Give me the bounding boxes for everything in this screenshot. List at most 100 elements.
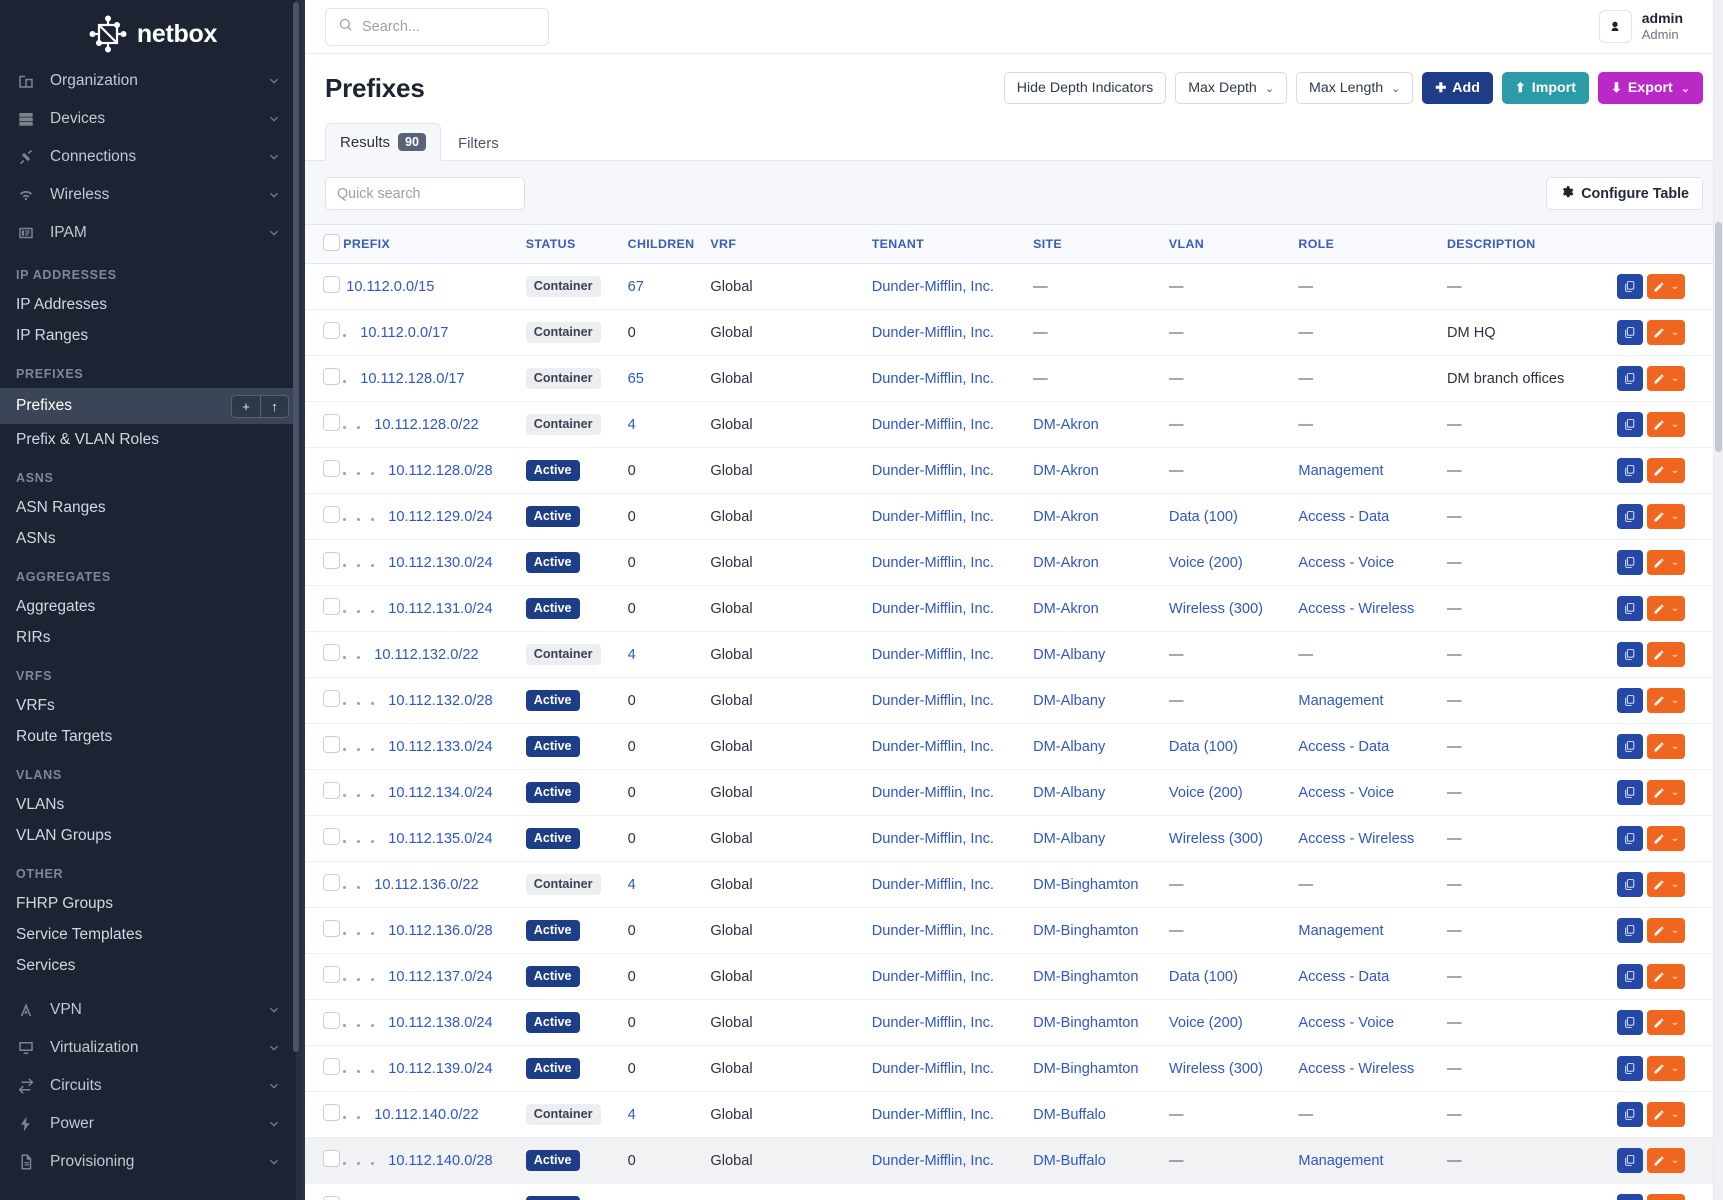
site-link[interactable]: DM-Buffalo <box>1033 1152 1106 1169</box>
children-count-link[interactable]: 4 <box>627 646 636 663</box>
column-header-role[interactable]: Role <box>1298 224 1447 264</box>
edit-button[interactable]: ⌄ <box>1646 688 1686 713</box>
site-link[interactable]: DM-Binghamton <box>1033 1060 1139 1077</box>
prefix-link[interactable]: 10.112.128.0/17 <box>360 370 465 387</box>
user-menu[interactable]: admin Admin <box>1598 10 1683 43</box>
site-link[interactable]: DM-Akron <box>1033 416 1099 433</box>
site-link[interactable]: DM-Binghamton <box>1033 1014 1139 1031</box>
tenant-link[interactable]: Dunder-Mifflin, Inc. <box>871 600 994 617</box>
tenant-link[interactable]: Dunder-Mifflin, Inc. <box>871 830 994 847</box>
clone-icon[interactable] <box>1616 458 1643 483</box>
chevron-down-icon[interactable]: ⌄ <box>1670 649 1680 660</box>
edit-button[interactable]: ⌄ <box>1646 458 1686 483</box>
clone-icon[interactable] <box>1616 642 1643 667</box>
column-header-tenant[interactable]: Tenant <box>871 224 1034 264</box>
edit-button[interactable]: ⌄ <box>1646 734 1686 759</box>
role-link[interactable]: Access - Data <box>1298 508 1390 525</box>
prefix-link[interactable]: 10.112.138.0/24 <box>388 1014 493 1031</box>
chevron-down-icon[interactable]: ⌄ <box>1670 465 1680 476</box>
table-row[interactable]: 10.112.128.0/28 Active 0 Global Dunder-Miffl… <box>305 447 1723 494</box>
role-link[interactable]: Access - Voice <box>1298 554 1395 571</box>
row-checkbox[interactable] <box>323 1196 340 1200</box>
role-link[interactable]: Access - Voice <box>1298 1014 1395 1031</box>
role-link[interactable]: Access - Wireless <box>1298 830 1415 847</box>
row-checkbox[interactable] <box>323 460 340 477</box>
table-row[interactable]: 10.112.0.0/15 Container 67 Global Dunder-Mif… <box>305 263 1723 310</box>
clone-icon[interactable] <box>1616 320 1643 345</box>
row-checkbox[interactable] <box>323 598 340 615</box>
site-link[interactable]: DM-Albany <box>1033 738 1106 755</box>
tenant-link[interactable]: Dunder-Mifflin, Inc. <box>871 370 994 387</box>
configure-table-button[interactable]: Configure Table <box>1546 177 1703 210</box>
column-header-prefix[interactable]: Prefix <box>343 224 526 264</box>
children-count-link[interactable]: 4 <box>627 876 636 893</box>
edit-button[interactable]: ⌄ <box>1646 412 1686 437</box>
edit-button[interactable]: ⌄ <box>1646 964 1686 989</box>
edit-button[interactable]: ⌄ <box>1646 1056 1686 1081</box>
add-prefix-button[interactable]: + <box>231 394 260 418</box>
add-button[interactable]: ✚ Add <box>1422 72 1493 104</box>
clone-icon[interactable] <box>1616 872 1643 897</box>
brand[interactable]: netbox <box>0 0 305 62</box>
role-link[interactable]: Access - Wireless <box>1298 1060 1415 1077</box>
column-header-status[interactable]: Status <box>525 224 628 264</box>
table-row[interactable]: 10.112.130.0/24 Active 0 Global Dunder-Miffl… <box>305 539 1723 586</box>
table-row[interactable]: 10.112.128.0/17 Container 65 Global Dunder-M… <box>305 355 1723 402</box>
prefix-link[interactable]: 10.112.140.0/28 <box>388 1152 493 1169</box>
clone-icon[interactable] <box>1616 734 1643 759</box>
table-row[interactable]: 10.112.137.0/24 Active 0 Global Dunder-Miffl… <box>305 953 1723 1000</box>
sidebar-item-ip-addresses[interactable]: IP Addresses <box>0 289 305 320</box>
vlan-link[interactable]: Voice (200) <box>1168 784 1243 801</box>
sidebar-item-fhrp-groups[interactable]: FHRP Groups <box>0 888 305 919</box>
clone-icon[interactable] <box>1616 1010 1643 1035</box>
role-link[interactable]: Management <box>1298 922 1384 939</box>
chevron-down-icon[interactable]: ⌄ <box>1670 925 1680 936</box>
sidebar-item-route-targets[interactable]: Route Targets <box>0 721 305 752</box>
sidebar-item-prefix-vlan-roles[interactable]: Prefix & VLAN Roles <box>0 424 305 455</box>
tenant-link[interactable]: Dunder-Mifflin, Inc. <box>871 554 994 571</box>
select-all-checkbox[interactable] <box>323 234 340 251</box>
chevron-down-icon[interactable]: ⌄ <box>1670 419 1680 430</box>
prefix-link[interactable]: 10.112.129.0/24 <box>388 508 493 525</box>
table-row[interactable]: 10.112.134.0/24 Active 0 Global Dunder-Miffl… <box>305 769 1723 816</box>
sidebar-group-ipam[interactable]: IPAM <box>0 214 305 252</box>
chevron-down-icon[interactable]: ⌄ <box>1670 695 1680 706</box>
prefix-link[interactable]: 10.112.137.0/24 <box>388 968 493 985</box>
row-checkbox[interactable] <box>323 1104 340 1121</box>
chevron-down-icon[interactable]: ⌄ <box>1670 603 1680 614</box>
site-link[interactable]: DM-Buffalo <box>1033 1106 1106 1123</box>
clone-icon[interactable] <box>1616 274 1643 299</box>
row-checkbox[interactable] <box>323 690 340 707</box>
prefix-link[interactable]: 10.112.130.0/24 <box>388 554 493 571</box>
prefix-link[interactable]: 10.112.0.0/17 <box>360 324 449 341</box>
chevron-down-icon[interactable]: ⌄ <box>1670 1063 1680 1074</box>
chevron-down-icon[interactable]: ⌄ <box>1670 787 1680 798</box>
prefix-link[interactable]: 10.112.139.0/24 <box>388 1060 493 1077</box>
sidebar-item-ip-ranges[interactable]: IP Ranges <box>0 320 305 351</box>
row-checkbox[interactable] <box>323 1012 340 1029</box>
clone-icon[interactable] <box>1616 366 1643 391</box>
edit-button[interactable]: ⌄ <box>1646 320 1686 345</box>
prefix-link[interactable]: 10.112.140.0/22 <box>374 1106 479 1123</box>
tenant-link[interactable]: Dunder-Mifflin, Inc. <box>871 784 994 801</box>
vlan-link[interactable]: Data (100) <box>1168 738 1238 755</box>
prefix-link[interactable]: 10.112.128.0/22 <box>374 416 479 433</box>
site-link[interactable]: DM-Akron <box>1033 554 1099 571</box>
tenant-link[interactable]: Dunder-Mifflin, Inc. <box>871 508 994 525</box>
edit-button[interactable]: ⌄ <box>1646 504 1686 529</box>
table-row[interactable]: 10.112.136.0/28 Active 0 Global Dunder-Miffl… <box>305 907 1723 954</box>
clone-icon[interactable] <box>1616 826 1643 851</box>
sidebar-group-organization[interactable]: Organization <box>0 62 305 100</box>
chevron-down-icon[interactable]: ⌄ <box>1670 1109 1680 1120</box>
chevron-down-icon[interactable]: ⌄ <box>1670 557 1680 568</box>
role-link[interactable]: Access - Voice <box>1298 784 1395 801</box>
children-count-link[interactable]: 4 <box>627 1106 636 1123</box>
site-link[interactable]: DM-Akron <box>1033 462 1099 479</box>
row-checkbox[interactable] <box>323 966 340 983</box>
vlan-link[interactable]: Wireless (300) <box>1168 1060 1263 1077</box>
table-row[interactable]: 10.112.135.0/24 Active 0 Global Dunder-Miffl… <box>305 815 1723 862</box>
row-checkbox[interactable] <box>323 552 340 569</box>
sidebar-group-circuits[interactable]: Circuits <box>0 1067 305 1105</box>
clone-icon[interactable] <box>1616 1102 1643 1127</box>
clone-icon[interactable] <box>1616 412 1643 437</box>
